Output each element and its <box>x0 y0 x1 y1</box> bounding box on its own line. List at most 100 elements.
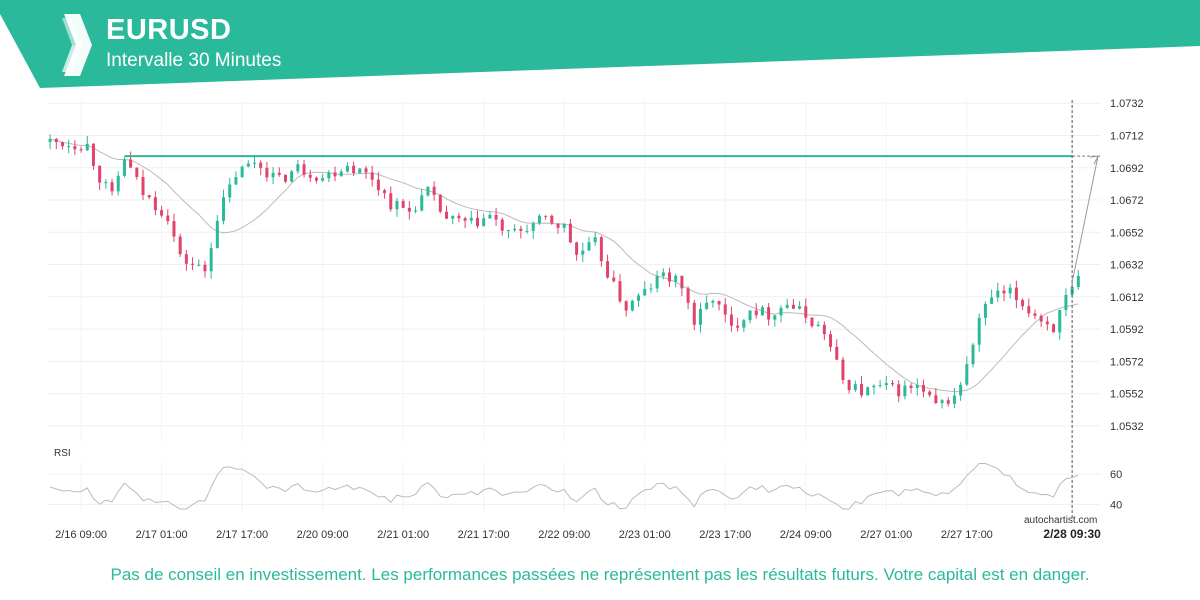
symbol-title: EURUSD <box>106 14 232 46</box>
candle-body <box>649 288 653 290</box>
candle-body <box>940 400 944 404</box>
candle-body <box>791 304 795 309</box>
candle-body <box>228 184 232 198</box>
candle-body <box>141 177 145 196</box>
candle-body <box>290 171 294 182</box>
candle-body <box>599 237 603 262</box>
rsi-line <box>49 463 1079 510</box>
candle-body <box>853 384 857 391</box>
candle-body <box>779 307 783 316</box>
candle-body <box>240 166 244 178</box>
candle-body <box>277 172 281 175</box>
candle-body <box>184 254 188 264</box>
candle-body <box>457 215 461 219</box>
candle-body <box>568 223 572 243</box>
candle-body <box>1039 315 1043 322</box>
candle-body <box>785 304 789 308</box>
header-banner <box>0 0 1200 88</box>
candle-body <box>606 261 610 278</box>
candle-body <box>531 223 535 231</box>
candle-body <box>915 384 919 388</box>
candle-body <box>506 230 510 232</box>
candle-body <box>612 277 616 282</box>
candle-body <box>135 167 139 178</box>
candle-body <box>283 174 287 182</box>
candle-body <box>581 250 585 255</box>
price-tick-label: 1.0732 <box>1110 98 1144 110</box>
candle-body <box>983 303 987 318</box>
candle-body <box>952 395 956 404</box>
candle-body <box>513 228 517 231</box>
candle-body <box>364 168 368 173</box>
candle-body <box>637 295 641 301</box>
candle-body <box>1045 321 1049 325</box>
candle-body <box>748 310 752 321</box>
candle-body <box>624 301 628 311</box>
candle-body <box>686 288 690 303</box>
candle-body <box>246 163 250 167</box>
candle-body <box>810 317 814 327</box>
candle-body <box>488 214 492 219</box>
time-tick-label: 2/20 09:00 <box>297 529 349 541</box>
candle-body <box>110 182 114 192</box>
candle-body <box>680 275 684 289</box>
candle-body <box>259 162 263 168</box>
candle-body <box>129 159 133 168</box>
candle-body <box>544 215 548 217</box>
candle-body <box>705 302 709 309</box>
candle-body <box>878 385 882 387</box>
candle-body <box>934 395 938 404</box>
candle-body <box>977 317 981 345</box>
candle-body <box>265 167 269 178</box>
rsi-tick-label: 60 <box>1110 469 1122 481</box>
candle-body <box>661 272 665 277</box>
price-tick-label: 1.0592 <box>1110 324 1144 336</box>
candle-body <box>1058 309 1062 333</box>
candle-body <box>897 384 901 397</box>
candle-body <box>835 346 839 360</box>
candle-body <box>482 218 486 227</box>
candle-body <box>723 304 727 315</box>
candle-body <box>698 308 702 325</box>
candle-body <box>1014 287 1018 301</box>
projection-arrow-head <box>1089 155 1099 165</box>
candle-body <box>445 211 449 219</box>
candle-body <box>959 384 963 396</box>
time-tick-label: 2/23 01:00 <box>619 529 671 541</box>
time-tick-label: 2/16 09:00 <box>55 529 107 541</box>
price-tick-label: 1.0652 <box>1110 227 1144 239</box>
candle-body <box>166 215 170 222</box>
candle-body <box>54 138 58 143</box>
candle-body <box>866 387 870 396</box>
candle-body <box>222 197 226 221</box>
candle-body <box>172 221 176 237</box>
price-tick-label: 1.0572 <box>1110 356 1144 368</box>
candle-body <box>395 200 399 210</box>
candle-body <box>798 306 802 309</box>
candle-body <box>191 263 195 265</box>
candle-body <box>965 364 969 385</box>
candle-body <box>1021 300 1025 307</box>
candle-body <box>147 195 151 198</box>
autochartist-logo-icon <box>62 14 92 76</box>
time-tick-label: 2/17 01:00 <box>136 529 188 541</box>
candle-body <box>1052 324 1056 333</box>
candle-body <box>79 149 83 151</box>
candle-body <box>116 175 120 192</box>
candle-body <box>494 214 498 220</box>
candle-body <box>537 215 541 224</box>
price-tick-label: 1.0712 <box>1110 130 1144 142</box>
candle-body <box>593 237 597 243</box>
candle-body <box>383 190 387 194</box>
candle-body <box>432 186 436 195</box>
grid <box>47 100 1100 512</box>
candle-body <box>401 200 405 208</box>
disclaimer-text: Pas de conseil en investissement. Les pe… <box>110 565 1090 584</box>
candle-body <box>376 179 380 191</box>
candle-body <box>692 302 696 325</box>
candle-body <box>519 228 523 231</box>
candle-body <box>556 223 560 228</box>
candle-body <box>575 242 579 255</box>
candle-body <box>302 164 306 175</box>
